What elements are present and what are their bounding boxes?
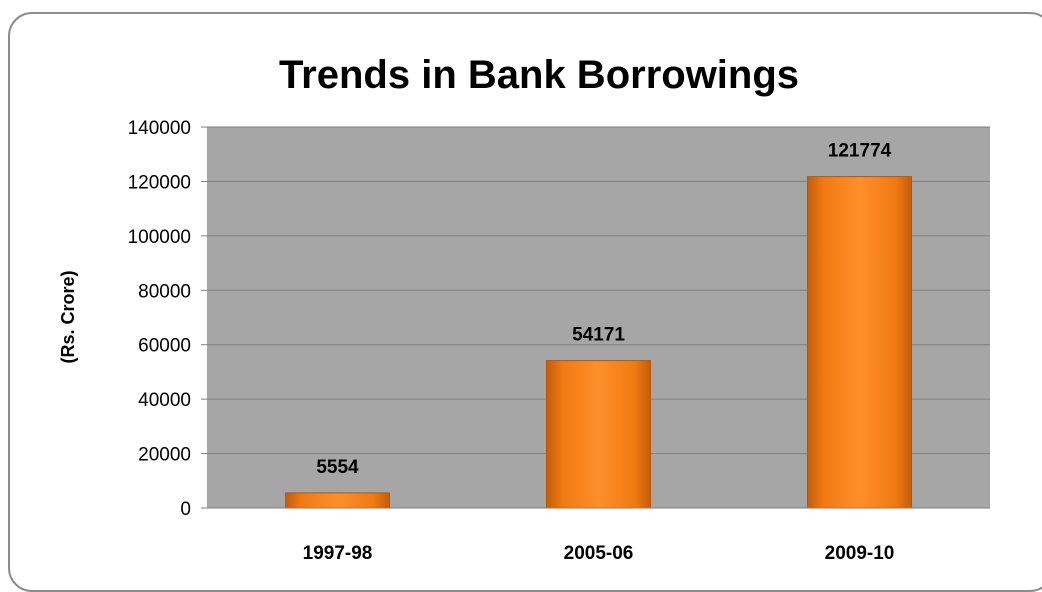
bar-2005-06 xyxy=(546,360,651,509)
y-axis-ticks: 0 20000 40000 60000 80000 100000 120000 140000 xyxy=(128,118,207,520)
data-label: 54171 xyxy=(572,325,625,346)
data-label: 5554 xyxy=(316,457,359,478)
bar-2009-10 xyxy=(807,176,912,509)
y-tick-label: 40000 xyxy=(138,390,191,411)
x-tick-label: 2009-10 xyxy=(825,543,895,564)
data-labels: 5554 54171 121774 xyxy=(316,141,891,478)
y-tick-label: 100000 xyxy=(128,227,191,248)
bar-1997-98 xyxy=(285,492,390,509)
y-tick-label: 20000 xyxy=(138,445,191,466)
y-tick-label: 0 xyxy=(180,499,191,520)
y-tick-label: 120000 xyxy=(128,172,191,193)
y-tick-label: 140000 xyxy=(128,118,191,139)
x-tick-label: 1997-98 xyxy=(303,543,373,564)
chart-title: Trends in Bank Borrowings xyxy=(279,53,799,97)
bars xyxy=(285,176,912,509)
data-label: 121774 xyxy=(828,141,892,162)
y-axis-label: (Rs. Crore) xyxy=(58,270,78,363)
y-tick-label: 80000 xyxy=(138,281,191,302)
y-tick-label: 60000 xyxy=(138,336,191,357)
x-axis-categories: 1997-98 2005-06 2009-10 xyxy=(207,507,990,564)
x-tick-label: 2005-06 xyxy=(564,543,634,564)
